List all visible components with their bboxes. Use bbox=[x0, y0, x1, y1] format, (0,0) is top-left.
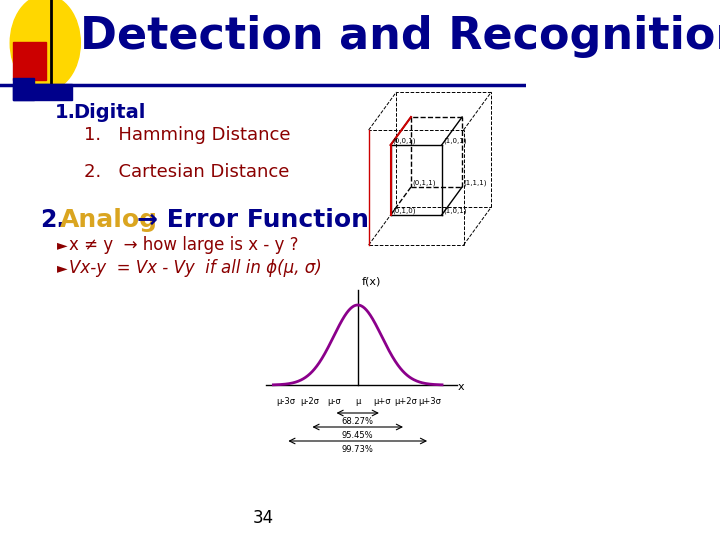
Text: μ+2σ: μ+2σ bbox=[395, 397, 418, 406]
Text: 95.45%: 95.45% bbox=[342, 431, 374, 440]
Text: μ-2σ: μ-2σ bbox=[300, 397, 319, 406]
Text: ►: ► bbox=[57, 261, 68, 275]
Text: (1,1,1): (1,1,1) bbox=[464, 180, 487, 186]
Text: μ+σ: μ+σ bbox=[373, 397, 390, 406]
Text: 34: 34 bbox=[252, 509, 274, 527]
Text: (0,1,1): (0,1,1) bbox=[413, 180, 436, 186]
Text: Vx-y  = Vx - Vy  if all in ϕ(μ, σ): Vx-y = Vx - Vy if all in ϕ(μ, σ) bbox=[68, 259, 321, 277]
FancyBboxPatch shape bbox=[13, 42, 46, 80]
Text: x ≠ y  → how large is x - y ?: x ≠ y → how large is x - y ? bbox=[68, 236, 298, 254]
Circle shape bbox=[10, 0, 81, 91]
Text: (0,0,1): (0,0,1) bbox=[392, 138, 415, 145]
Text: 1.   Hamming Distance: 1. Hamming Distance bbox=[84, 126, 290, 144]
Text: μ+3σ: μ+3σ bbox=[418, 397, 441, 406]
Text: f(x): f(x) bbox=[361, 277, 381, 287]
Text: μ: μ bbox=[355, 397, 361, 406]
Text: 2.: 2. bbox=[40, 208, 66, 232]
Text: x: x bbox=[458, 382, 464, 392]
FancyBboxPatch shape bbox=[13, 84, 71, 100]
Text: 99.73%: 99.73% bbox=[342, 445, 374, 454]
Text: μ-σ: μ-σ bbox=[327, 397, 341, 406]
Text: μ-3σ: μ-3σ bbox=[276, 397, 295, 406]
Text: 68.27%: 68.27% bbox=[342, 417, 374, 426]
Text: (1,0,1): (1,0,1) bbox=[443, 208, 467, 214]
Text: Detection and Recognition: Detection and Recognition bbox=[81, 16, 720, 58]
Text: (0,1,0): (0,1,0) bbox=[392, 208, 415, 214]
Text: Analog: Analog bbox=[60, 208, 158, 232]
Text: Digital: Digital bbox=[73, 103, 145, 122]
FancyBboxPatch shape bbox=[13, 78, 34, 100]
Text: → Error Function: → Error Function bbox=[137, 208, 369, 232]
Text: 2.   Cartesian Distance: 2. Cartesian Distance bbox=[84, 163, 289, 181]
Text: 1.: 1. bbox=[55, 103, 76, 122]
Text: ►: ► bbox=[57, 238, 68, 252]
Text: (1,0,1): (1,0,1) bbox=[443, 138, 467, 145]
